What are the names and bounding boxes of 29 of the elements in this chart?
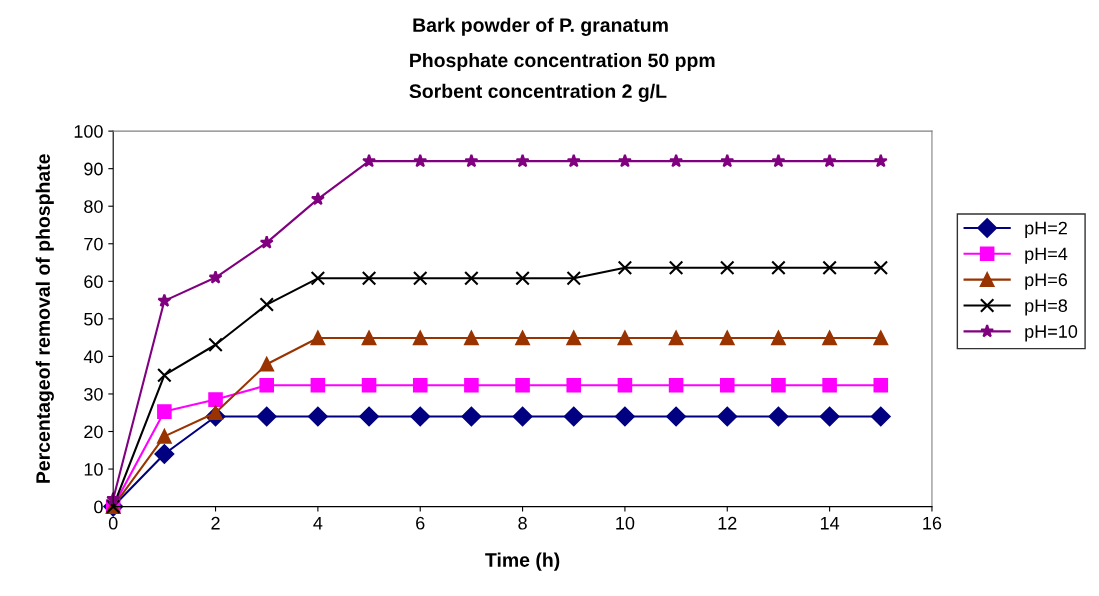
x-tick-label: 10	[616, 516, 635, 530]
chart-subtitle: Phosphate concentration 50 ppm Sorbent concentration 2 g/L	[409, 52, 715, 102]
y-tick-label: 80	[84, 200, 103, 213]
x-tick-label: 16	[923, 516, 942, 530]
y-axis-title: Percentageof removal of phosphate	[35, 154, 54, 483]
y-tick-label: 30	[84, 387, 103, 401]
y-tick-label: 60	[84, 275, 103, 289]
legend-label: pH=10	[1025, 325, 1078, 342]
legend-label: pH=8	[1025, 299, 1068, 316]
legend-label: pH=2	[1025, 221, 1067, 239]
chart-title: Bark powder of P. granatum	[413, 17, 668, 36]
x-tick-label: 12	[718, 516, 737, 530]
x-tick-label: 0	[108, 516, 118, 530]
legend-label: pH=6	[1025, 273, 1068, 290]
y-tick-label: 100	[74, 125, 103, 138]
x-axis-title: Time (h)	[485, 552, 560, 571]
x-tick-label: 4	[313, 516, 323, 530]
x-tick-label: 6	[416, 516, 425, 530]
x-tick-label: 2	[211, 516, 220, 530]
x-tick-label: 8	[518, 516, 527, 530]
legend-label: pH=4	[1025, 247, 1068, 264]
y-tick-label: 70	[84, 237, 103, 251]
y-tick-label: 10	[84, 462, 103, 476]
y-tick-label: 50	[84, 312, 103, 326]
y-tick-label: 20	[84, 425, 103, 439]
y-tick-label: 0	[94, 500, 103, 514]
x-tick-label: 14	[820, 516, 840, 530]
y-tick-label: 40	[83, 350, 103, 364]
y-tick-label: 90	[84, 162, 103, 176]
